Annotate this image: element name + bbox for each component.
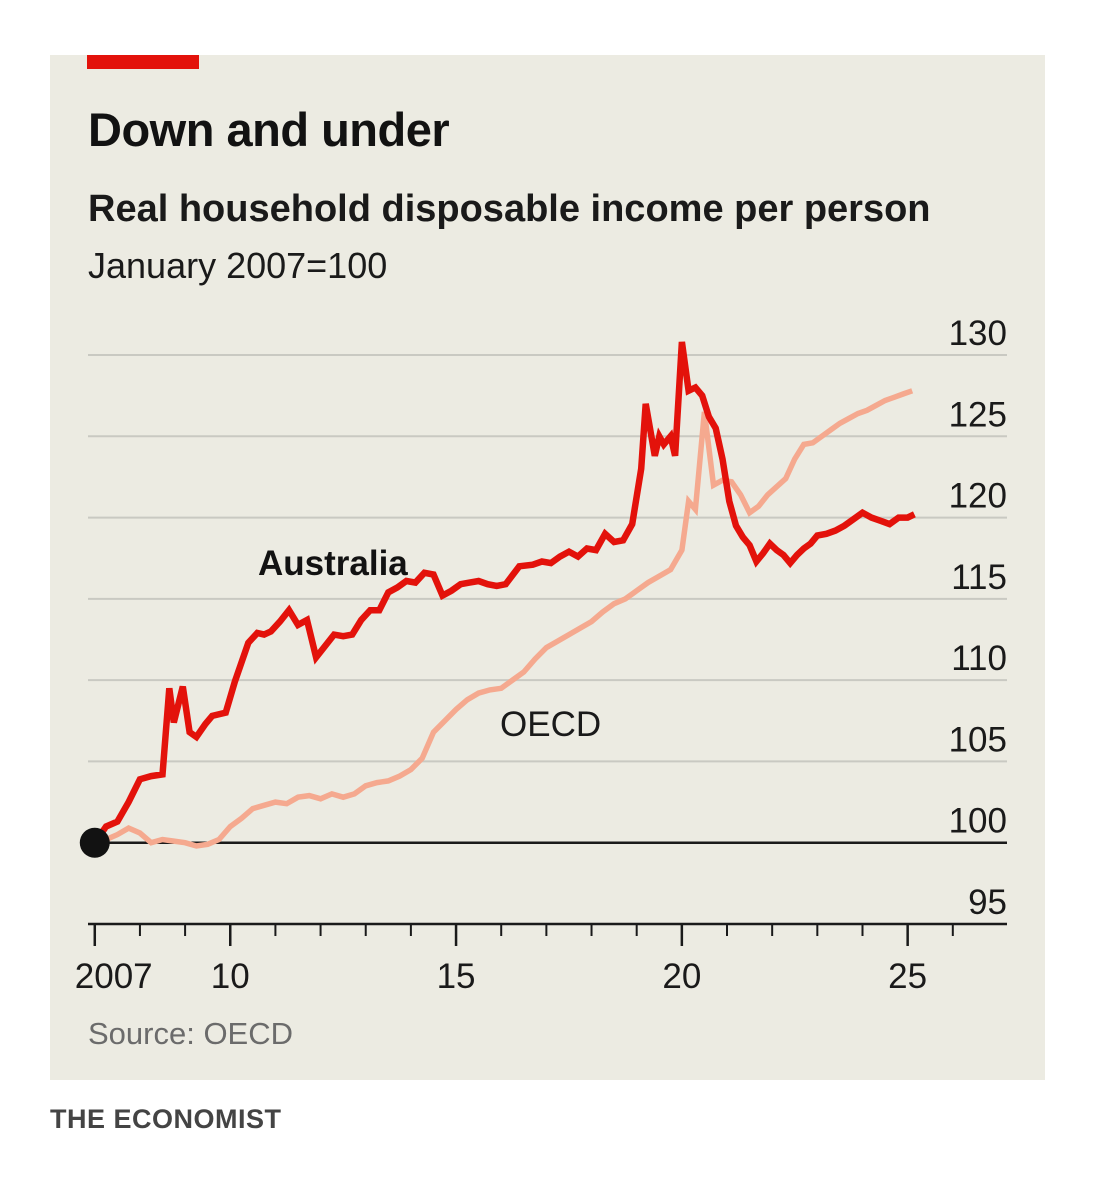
brand-red-bar (87, 55, 199, 69)
x-tick-label-2025: 25 (888, 957, 927, 996)
chart-title: Down and under (88, 103, 450, 156)
series-line-australia (92, 341, 916, 845)
chart-subtitle: Real household disposable income per per… (88, 188, 931, 230)
series-lines (92, 341, 916, 849)
chart-unit-label: January 2007=100 (88, 245, 388, 286)
y-tick-label-130: 130 (949, 314, 1007, 353)
chart-panel (50, 55, 1045, 1080)
y-tick-label-95: 95 (968, 883, 1007, 922)
y-tick-label-120: 120 (949, 477, 1007, 516)
series-label-oecd: OECD (500, 705, 601, 744)
y-tick-label-125: 125 (949, 395, 1007, 434)
start-point-marker (79, 827, 110, 858)
series-line-oecd (94, 388, 914, 849)
y-tick-label-110: 110 (951, 639, 1007, 678)
y-axis-labels: 95 100 105 110 115 120 125 130 (949, 314, 1007, 922)
x-tick-label-2007: 2007 (75, 957, 153, 996)
x-tick-label-2010: 10 (211, 957, 250, 996)
x-tick-label-2020: 20 (662, 957, 701, 996)
publisher-footer: THE ECONOMIST (50, 1104, 282, 1134)
x-tick-label-2015: 15 (437, 957, 476, 996)
y-tick-label-105: 105 (949, 720, 1007, 759)
chart-source: Source: OECD (88, 1016, 294, 1051)
x-axis: 2007 10 15 20 25 (75, 922, 1007, 996)
gridlines (88, 354, 1007, 844)
markers (79, 827, 110, 858)
series-label-australia: Australia (258, 544, 408, 583)
y-tick-label-115: 115 (951, 558, 1007, 597)
y-tick-label-100: 100 (949, 802, 1007, 841)
